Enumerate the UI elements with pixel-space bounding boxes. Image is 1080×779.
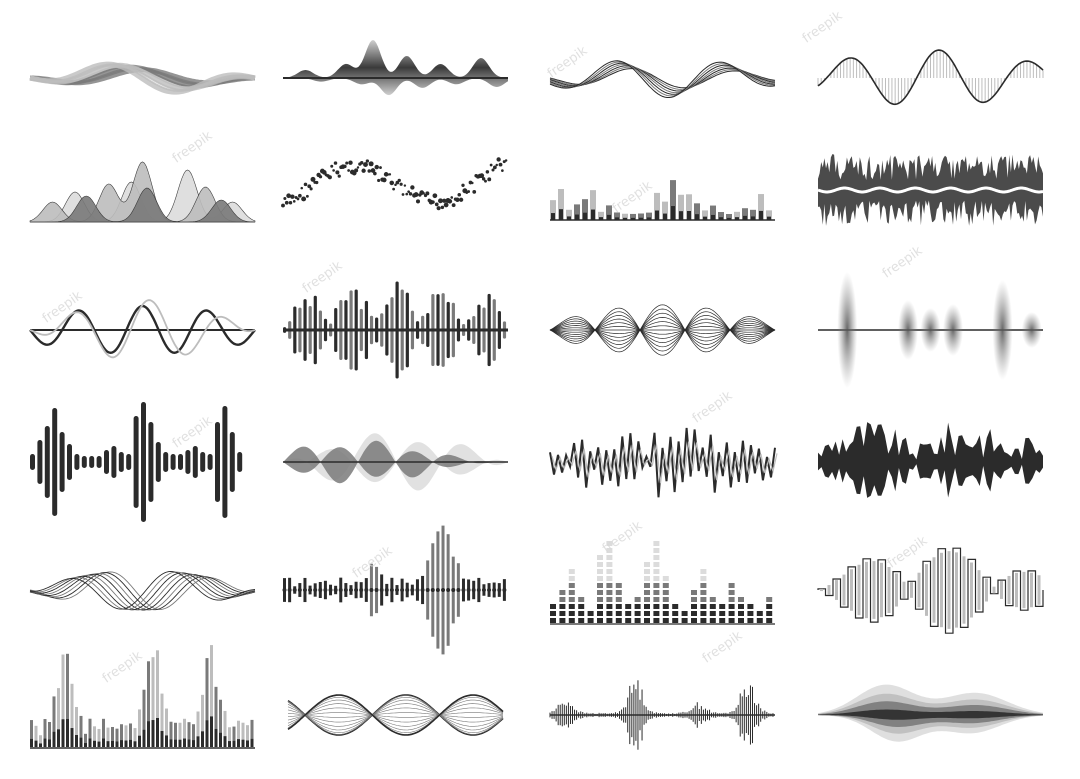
equalizer-bars-icon [550,180,775,221]
dotted-particle-wave-icon [281,157,508,211]
stacked-equalizer-icon [30,645,255,749]
hatched-sine-wave-icon [817,49,1044,106]
zigzag-sharp-wave-icon [549,427,778,498]
flowing-ribbon-wave-icon [29,61,256,95]
mirrored-bell-wave-icon [283,281,508,379]
double-mirror-wave-icon [283,433,508,491]
parallel-lines-wave-icon [549,60,776,98]
rounded-bars-soundwave-icon [30,402,243,522]
braided-threads-wave-icon [29,571,256,611]
soft-blob-wave-icon [818,684,1043,742]
dense-spiky-wave-icon [818,422,1043,498]
dotted-equalizer-columns-icon [550,541,775,625]
dotted-bars-soundwave-icon [282,525,507,655]
noisy-band-wave-icon [817,154,1044,226]
layered-mountain-wave-icon [29,161,256,223]
string-envelope-wave-icon [549,304,776,356]
overlapping-sine-lines-icon [29,299,256,359]
square-pulse-wave-icon [817,547,1044,634]
twisted-helix-wave-icon [287,694,504,736]
burst-pulses-wave-icon [549,680,775,750]
gradient-peaks-wave-icon [283,40,508,96]
blurred-spikes-wave-icon [818,272,1043,388]
